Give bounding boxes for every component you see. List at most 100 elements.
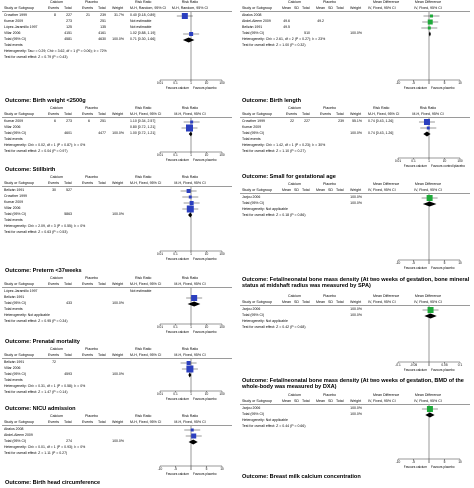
favours-right-label: Favours placebo xyxy=(431,265,455,270)
x-tick-label: 10 xyxy=(458,81,462,85)
x-tick-label: 10 xyxy=(458,261,462,265)
header-mean2: Mean xyxy=(316,188,325,192)
header-effect: Mean Difference xyxy=(373,182,400,186)
cell-total2: 135 xyxy=(100,25,106,29)
cell-events1: 6 xyxy=(54,119,56,123)
forest-plot-svg xyxy=(2,425,232,468)
header-events: Events xyxy=(48,282,59,286)
favours-right-label: Favours placebo xyxy=(193,256,217,261)
row-study-label: Total (95% CI) xyxy=(242,201,265,205)
cell-events1: 72 xyxy=(52,360,56,364)
x-tick-label: 0.1 xyxy=(457,363,463,367)
header-total2: Total xyxy=(98,353,106,357)
favours-left-label: Favours calcium xyxy=(403,367,427,372)
header-sd2: SD xyxy=(328,300,333,304)
row-study-label: Test for overall effect: Z = 0.63 (P = 0… xyxy=(4,230,68,234)
header-total: Total xyxy=(64,181,72,185)
row-study-label: Heterogeneity: Not applicable xyxy=(242,319,288,323)
study-effect-square xyxy=(190,428,194,432)
x-tick-label: 0.1 xyxy=(173,81,178,85)
cell-events1: 8 xyxy=(54,13,56,17)
header-effect-sub: M-H, Fixed, 95% CI xyxy=(130,112,162,116)
header-total: Total xyxy=(302,112,310,116)
header-total: Total xyxy=(64,420,72,424)
row-study-label: Heterogeneity: Chi² = 2.09, df = 3 (P = … xyxy=(4,224,86,228)
x-tick-label: 5 xyxy=(443,81,446,85)
cell-ci: Not estimable xyxy=(130,25,152,29)
row-study-label: Total (95% CI) xyxy=(242,131,265,135)
header-events: Events xyxy=(48,6,59,10)
favours-left-label: Favours calcium xyxy=(403,163,427,168)
x-tick-label: 1 xyxy=(190,392,192,396)
row-study-label: Total events xyxy=(4,307,23,311)
pooled-effect-diamond xyxy=(422,201,437,207)
row-study-label: Test for overall effect: Z = 1.10 (P = 0… xyxy=(242,149,306,153)
forest-panel-md-bmd-spa: Calcium Placebo Mean Difference Mean Differ… xyxy=(238,294,474,374)
row-study-label: Abalos 2008 xyxy=(242,13,262,17)
cell-weight: 100.0% xyxy=(350,307,362,311)
favours-right-label: Favours placebo xyxy=(431,85,455,90)
favours-left-label: Favours calcium xyxy=(165,157,189,162)
header-mean: Mean xyxy=(282,6,291,10)
x-tick-label: 100 xyxy=(219,153,225,157)
header-effect-sub: M-H, Fixed, 95% CI xyxy=(130,282,162,286)
header-total2: Total xyxy=(336,399,344,403)
header-effect: Risk Ratio xyxy=(135,414,152,418)
pooled-effect-diamond xyxy=(188,212,193,218)
header-group1: Calcium xyxy=(288,393,301,397)
outcome-title-nicu: Outcome: NICU admission xyxy=(5,406,76,412)
header-plot-sub: M-H, Fixed, 95% CI xyxy=(174,420,206,424)
cell-weight: 100.0% xyxy=(350,195,362,199)
header-study: Study or Subgroup xyxy=(4,282,34,286)
header-events: Events xyxy=(48,181,59,185)
forest-plot-svg xyxy=(240,193,470,262)
x-tick-label: -5 xyxy=(174,467,177,471)
header-effect: Mean Difference xyxy=(373,0,400,4)
x-tick-label: 0 xyxy=(428,81,430,85)
x-tick-label: -10 xyxy=(157,467,163,471)
forest-panel-md-sga: Calcium Placebo Mean Difference Mean Differ… xyxy=(238,182,474,272)
cell-events1: 22 xyxy=(290,119,294,123)
header-total2: Total xyxy=(336,6,344,10)
header-group1: Calcium xyxy=(288,0,301,4)
cell-total1: 273 xyxy=(66,119,72,123)
forest-panel-rr-birthlength: Calcium Placebo Risk Ratio Risk Ratio Study … xyxy=(238,106,474,170)
row-study-label: Total (95% CI) xyxy=(4,301,27,305)
x-tick-label: 1 xyxy=(190,81,192,85)
header-study: Study or Subgroup xyxy=(242,112,272,116)
x-tick-label: -10 xyxy=(395,460,401,464)
cell-weight: 100.0% xyxy=(350,31,362,35)
row-study-label: Kumar 2009 xyxy=(4,119,24,123)
row-study-label: Total (95% CI) xyxy=(4,439,27,443)
x-tick-label: 0 xyxy=(428,363,430,367)
favours-right-label: Favours control/placebo xyxy=(431,163,466,168)
row-study-label: Abdel-Aleem 2009 xyxy=(4,433,33,437)
header-sd: SD xyxy=(294,6,299,10)
header-total2: Total xyxy=(336,112,344,116)
x-tick-label: 0 xyxy=(428,460,430,464)
outcome-title-stillbirth: Outcome: Stillbirth xyxy=(5,167,56,173)
header-events2: Events xyxy=(82,353,93,357)
header-effect-sub: IV, Fixed, 95% CI xyxy=(368,300,396,304)
x-tick-label: 100 xyxy=(219,392,225,396)
header-total: Total xyxy=(302,399,310,403)
header-group1: Calcium xyxy=(50,0,63,4)
header-total: Total xyxy=(64,112,72,116)
header-weight: Weight xyxy=(350,112,362,116)
x-tick-label: 1 xyxy=(190,153,192,157)
x-tick-label: -5 xyxy=(412,460,415,464)
x-tick-label: 10 xyxy=(204,325,209,329)
study-effect-square xyxy=(186,365,194,373)
cell-ci: 0.80 [0.72, 1.21] xyxy=(130,125,156,129)
favours-left-label: Favours calcium xyxy=(165,396,189,401)
header-group1: Calcium xyxy=(50,175,63,179)
favours-right-label: Favours placebo xyxy=(193,471,217,476)
row-study-label: Jarjou 2006 xyxy=(242,406,261,410)
row-study-label: Belizán 1991 xyxy=(4,295,25,299)
cell-weight: 100.0% xyxy=(112,37,124,41)
header-plot-sub: M-H, Random, 95% CI xyxy=(171,6,209,10)
header-mean: Mean xyxy=(282,188,291,192)
header-effect: Risk Ratio xyxy=(373,106,390,110)
header-total2: Total xyxy=(336,188,344,192)
x-tick-label: 10 xyxy=(204,252,209,256)
